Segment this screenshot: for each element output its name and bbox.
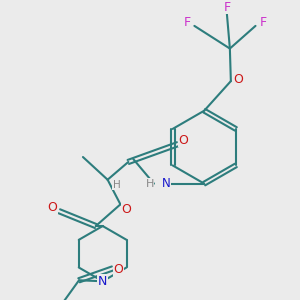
- Text: O: O: [113, 263, 123, 276]
- Text: F: F: [260, 16, 267, 29]
- Text: F: F: [184, 16, 191, 29]
- Text: H: H: [146, 178, 154, 189]
- Text: O: O: [233, 73, 243, 85]
- Text: N: N: [162, 177, 171, 190]
- Text: O: O: [122, 203, 131, 216]
- Text: H: H: [112, 180, 120, 190]
- Text: O: O: [178, 134, 188, 147]
- Text: N: N: [98, 275, 107, 288]
- Text: F: F: [223, 1, 230, 13]
- Text: O: O: [47, 201, 57, 214]
